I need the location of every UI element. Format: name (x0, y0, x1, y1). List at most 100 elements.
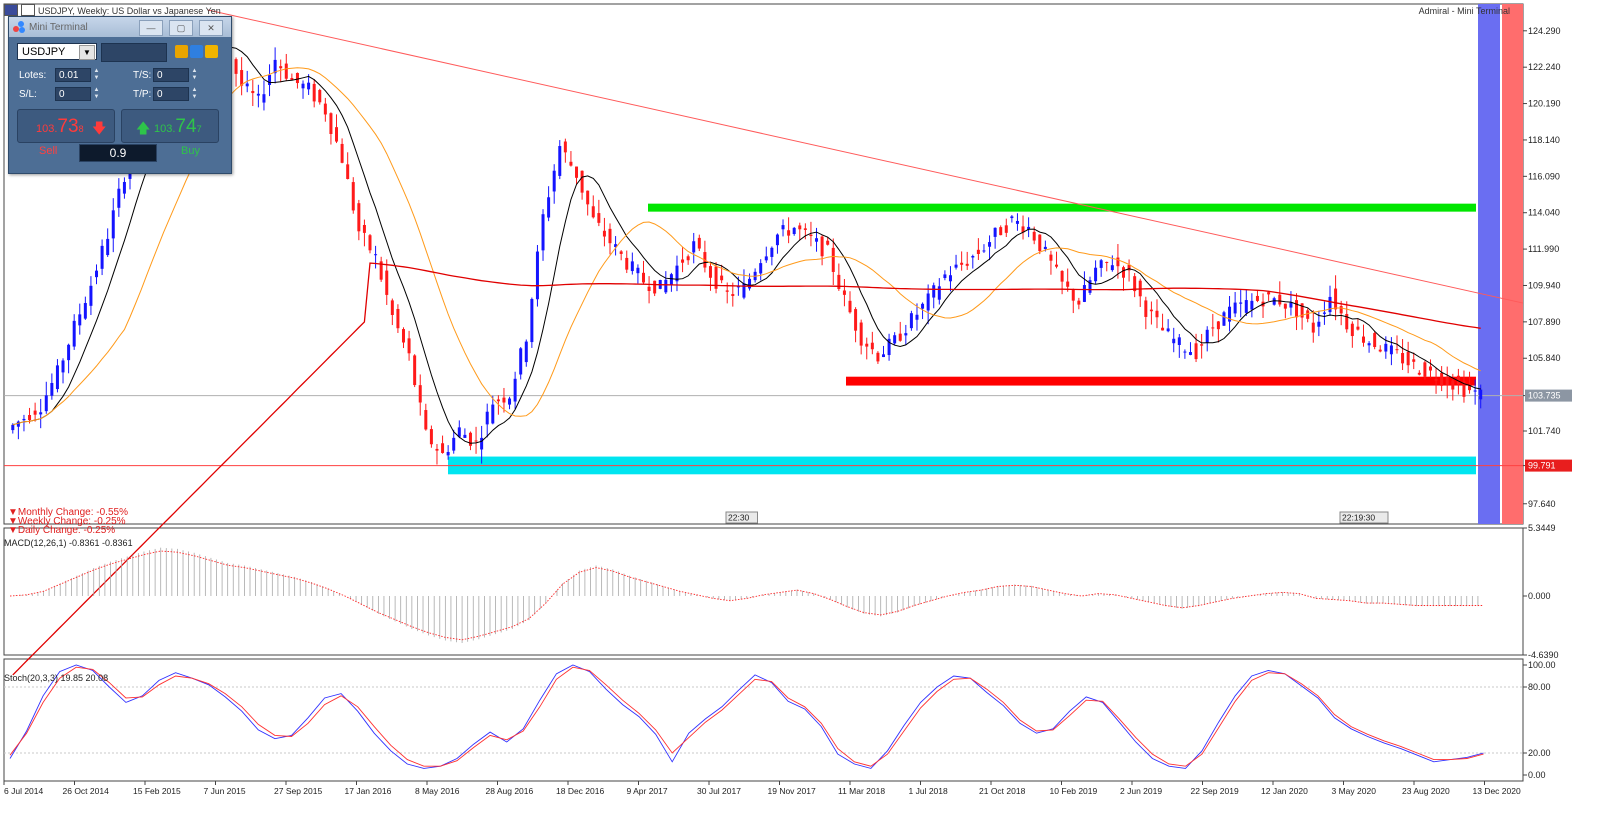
tp-stepper[interactable]: ▲ ▼ (191, 87, 198, 100)
candle-body (1412, 359, 1416, 362)
macd-axis-label: 5.3449 (1528, 523, 1556, 533)
candle-body (1468, 384, 1472, 391)
restore-button[interactable]: ▢ (169, 20, 193, 36)
candle-body (602, 230, 606, 237)
candle-body (1350, 323, 1354, 337)
candle-body (1043, 246, 1047, 250)
lots-stepper[interactable]: ▲ ▼ (93, 68, 100, 81)
sl-stepper[interactable]: ▲ ▼ (93, 87, 100, 100)
mini-terminal-titlebar[interactable]: Mini Terminal (9, 17, 231, 37)
weekly-change: ▼Weekly Change: -0.25% (8, 516, 126, 527)
chart-title: USDJPY, Weekly: US Dollar vs Japanese Ye… (38, 6, 221, 16)
candle-body (340, 143, 344, 163)
candle-body (675, 265, 679, 282)
stoch-label: Stoch(20,3,3) 19.85 20.08 (4, 673, 109, 683)
candle-body (1244, 300, 1248, 313)
candle-body (1479, 389, 1483, 400)
candle-body (301, 83, 305, 89)
candle-body (647, 286, 651, 292)
chevron-down-icon[interactable]: ▼ (79, 45, 95, 60)
candle-body (251, 91, 255, 94)
candle-body (50, 382, 54, 396)
buy-label[interactable]: Buy (181, 145, 200, 157)
candle-body (803, 228, 807, 230)
marked-level-label: 99.791 (1528, 461, 1556, 471)
candle-body (558, 146, 562, 176)
candle-body (335, 127, 339, 142)
close-button[interactable]: ✕ (199, 20, 223, 36)
candle-body (580, 170, 584, 193)
date-axis-label: 10 Feb 2019 (1050, 786, 1098, 796)
candle-body (586, 190, 590, 205)
candle-body (496, 399, 500, 402)
candle-body (111, 210, 115, 239)
candle-body (1311, 322, 1315, 333)
candle-body (429, 429, 433, 445)
date-axis-label: 17 Jan 2016 (345, 786, 392, 796)
daily-change: ▼Daily Change: -0.25% (8, 525, 116, 536)
candle-body (413, 355, 417, 386)
candle-body (1306, 310, 1310, 319)
candle-body (898, 333, 902, 341)
candle-body (61, 360, 65, 373)
candle-body (764, 256, 768, 261)
lots-input[interactable]: 0.01 (55, 68, 91, 82)
candle-body (1456, 375, 1460, 385)
candle-body (1099, 260, 1103, 268)
candle-body (842, 290, 846, 295)
candle-body (915, 314, 919, 320)
minimize-button[interactable]: — (139, 20, 163, 36)
candle-body (881, 354, 885, 358)
ts-input[interactable]: 0 (153, 68, 189, 82)
candle-body (435, 448, 439, 451)
buy-button[interactable]: 🡅 103.747 (121, 109, 219, 143)
candle-body (256, 93, 260, 96)
candle-body (692, 241, 696, 253)
price-axis-label: 109.940 (1528, 280, 1561, 290)
lot-size-field[interactable]: 0.9 (79, 144, 157, 162)
tp-input[interactable]: 0 (153, 87, 189, 101)
candle-body (787, 230, 791, 236)
time-marker-label: 22:30 (728, 513, 750, 523)
expand-icon[interactable] (205, 45, 218, 58)
candle-body (1406, 351, 1410, 366)
session-band-blue (1478, 4, 1500, 524)
candle-body (1334, 288, 1338, 310)
candle-body (909, 313, 913, 329)
candle-body (245, 83, 249, 87)
current-price-label: 103.735 (1528, 391, 1561, 401)
candle-body (770, 247, 774, 257)
candle-body (1339, 306, 1343, 314)
candle-body (681, 259, 685, 263)
date-axis-label: 22 Sep 2019 (1191, 786, 1239, 796)
sell-label[interactable]: Sell (39, 145, 58, 157)
candle-body (535, 251, 539, 300)
symbol-search-field[interactable] (101, 43, 167, 62)
copy-icon[interactable] (175, 45, 188, 58)
sl-input[interactable]: 0 (55, 87, 91, 101)
terminal-logo-icon (13, 21, 25, 33)
date-axis-label: 11 Mar 2018 (838, 786, 885, 796)
ts-stepper[interactable]: ▲ ▼ (191, 68, 198, 81)
candle-body (1428, 366, 1432, 371)
candle-body (1049, 254, 1053, 261)
candle-body (1389, 345, 1393, 355)
candle-body (1462, 381, 1466, 397)
candle-body (519, 348, 523, 375)
candle-body (374, 254, 378, 256)
gear-icon[interactable] (190, 45, 203, 58)
candle-body (318, 89, 322, 103)
candle-body (815, 238, 819, 242)
date-axis-label: 7 Jun 2015 (204, 786, 246, 796)
mini-terminal[interactable]: Mini Terminal — ▢ ✕ USDJPY ▼ Lotes: 0.01… (8, 16, 232, 174)
date-axis-label: 19 Nov 2017 (768, 786, 816, 796)
candle-body (965, 263, 969, 266)
symbol-select[interactable]: USDJPY ▼ (17, 43, 97, 60)
sell-button[interactable]: 103.738 🡇 (17, 109, 115, 143)
tp-label: T/P: (133, 89, 152, 100)
candle-body (664, 279, 668, 293)
candle-body (446, 451, 450, 456)
date-axis-label: 15 Feb 2015 (133, 786, 181, 796)
